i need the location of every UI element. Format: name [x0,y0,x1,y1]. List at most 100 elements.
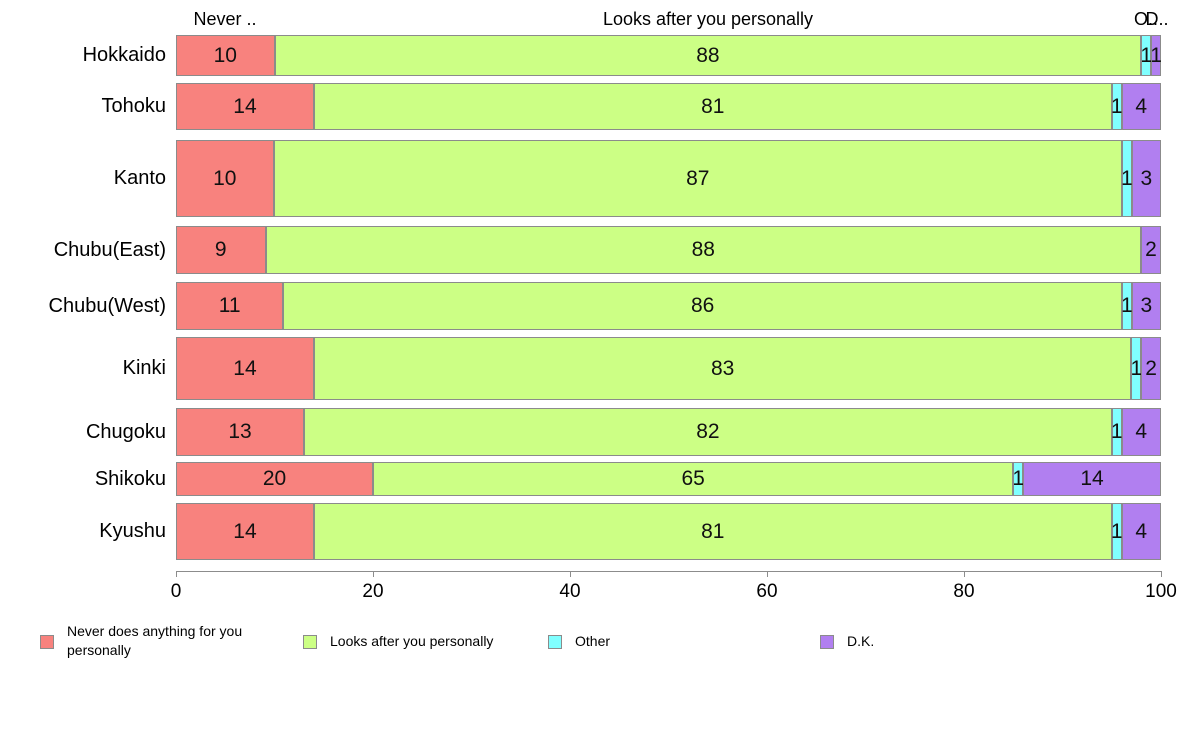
row-label-kanto: Kanto [113,167,166,189]
bar-segment-looks-after-you-personally: 81 [313,503,1112,560]
row-label-kyushu: Kyushu [99,520,166,542]
segment-value-label: 4 [1135,420,1148,443]
x-axis-tick [570,571,571,577]
segment-value-label: 81 [701,519,725,543]
bar-row-kanto: 10 87 1 3 [176,140,1161,217]
bar-segment-looks-after-you-personally: 81 [313,83,1112,130]
column-header-never: Never .. [193,9,257,29]
bar-segment-other: 1 [1130,337,1143,400]
segment-value-label: 14 [233,94,257,118]
x-axis-tick [964,571,965,577]
bar-segment-never-does-anything-for-you-personally: 14 [176,503,314,560]
segment-value-label: 88 [691,238,715,261]
x-axis-line [176,571,1161,572]
bar-segment-d-k: 4 [1121,83,1161,130]
segment-value-label: 14 [1080,467,1104,490]
bar-segment-other: 1 [1110,408,1123,456]
bar-segment-never-does-anything-for-you-personally: 11 [176,282,284,330]
x-axis-tick [373,571,374,577]
segment-value-label: 1 [1140,43,1153,67]
bar-row-tohoku: 14 81 1 4 [176,83,1161,130]
segment-value-label: 20 [262,467,287,490]
bar-segment-never-does-anything-for-you-personally: 10 [176,35,275,76]
bar-segment-other: 1 [1140,35,1153,76]
segment-value-label: 9 [214,238,227,261]
segment-value-label: 1 [1110,420,1123,443]
legend-swatch-other [548,635,562,649]
bar-segment-other: 1 [1121,140,1133,217]
segment-value-label: 87 [686,166,710,190]
bar-row-chubu-west: 11 86 1 3 [176,282,1161,330]
segment-value-label: 3 [1140,166,1153,190]
segment-value-label: 3 [1140,294,1153,317]
bar-segment-other: 1 [1121,282,1133,330]
x-axis-tick [1161,571,1162,577]
bar-segment-never-does-anything-for-you-personally: 9 [176,226,266,274]
segment-value-label: 2 [1145,238,1157,261]
legend-label-never: Never does anything for you personally [67,623,243,658]
bar-segment-looks-after-you-personally: 86 [283,282,1122,330]
bar-segment-looks-after-you-personally: 65 [373,462,1014,496]
bar-segment-d-k: 1 [1150,35,1162,76]
segment-value-label: 1 [1110,519,1123,543]
bar-segment-d-k: 4 [1121,408,1161,456]
legend-label-looks-after: Looks after you personally [330,633,494,649]
segment-value-label: 4 [1135,94,1148,118]
segment-value-label: 83 [710,356,735,380]
segment-value-label: 10 [213,43,237,67]
x-axis-tick-label: 80 [953,581,975,602]
bar-segment-other: 1 [1012,462,1025,496]
legend-swatch-looks-after [303,635,317,649]
segment-value-label: 14 [233,519,257,543]
row-label-hokkaido: Hokkaido [82,44,166,66]
bar-segment-looks-after-you-personally: 82 [304,408,1112,456]
segment-value-label: 11 [218,294,241,317]
bar-segment-other: 1 [1111,83,1123,130]
bar-row-chubu-east: 9 88 2 [176,226,1161,274]
bar-segment-d-k: 3 [1131,282,1161,330]
segment-value-label: 1 [1130,356,1143,380]
bar-segment-looks-after-you-personally: 88 [274,35,1142,76]
segment-value-label: 88 [696,43,720,67]
legend-label-dk: D.K. [847,633,875,649]
segment-value-label: 1 [1150,43,1162,67]
x-axis-tick-label: 0 [170,581,182,602]
bar-row-hokkaido: 10 88 1 1 [176,35,1162,76]
segment-value-label: 1 [1121,294,1133,317]
segment-value-label: 13 [228,420,252,443]
legend-label-other: Other [575,633,611,649]
column-header-other: O.. [1133,9,1158,29]
bar-segment-never-does-anything-for-you-personally: 10 [176,140,274,217]
bar-row-kinki: 14 83 1 2 [176,337,1161,400]
segment-value-label: 82 [696,420,720,443]
segment-value-label: 86 [690,294,715,317]
segment-value-label: 2 [1145,356,1157,380]
bar-segment-d-k: 14 [1023,462,1161,496]
segment-value-label: 4 [1135,519,1148,543]
bar-row-chugoku: 13 82 1 4 [176,408,1161,456]
x-axis-tick [176,571,177,577]
row-label-chubu-west: Chubu(West) [48,295,166,317]
bar-segment-other: 1 [1110,503,1123,560]
legend-swatch-never [40,635,54,649]
bar-segment-looks-after-you-personally: 88 [265,226,1142,274]
legend-swatch-dk [820,635,834,649]
x-axis-tick-label: 60 [756,581,778,602]
row-label-chubu-east: Chubu(East) [53,239,166,261]
bar-row-shikoku: 20 65 1 14 [176,462,1161,496]
segment-value-label: 1 [1012,467,1025,490]
bar-segment-never-does-anything-for-you-personally: 14 [176,83,314,130]
x-axis-tick-label: 20 [362,581,384,602]
row-label-tohoku: Tohoku [101,95,167,117]
bar-segment-d-k: 3 [1131,140,1161,217]
row-label-chugoku: Chugoku [85,421,166,443]
bar-row-kyushu: 14 81 1 4 [176,503,1161,560]
x-axis-tick-label: 100 [1145,581,1177,602]
segment-value-label: 65 [681,467,705,490]
bar-segment-looks-after-you-personally: 87 [273,140,1122,217]
bar-segment-looks-after-you-personally: 83 [313,337,1132,400]
row-label-shikoku: Shikoku [94,468,166,490]
column-header-looks-after: Looks after you personally [602,9,814,29]
segment-value-label: 14 [233,356,257,380]
